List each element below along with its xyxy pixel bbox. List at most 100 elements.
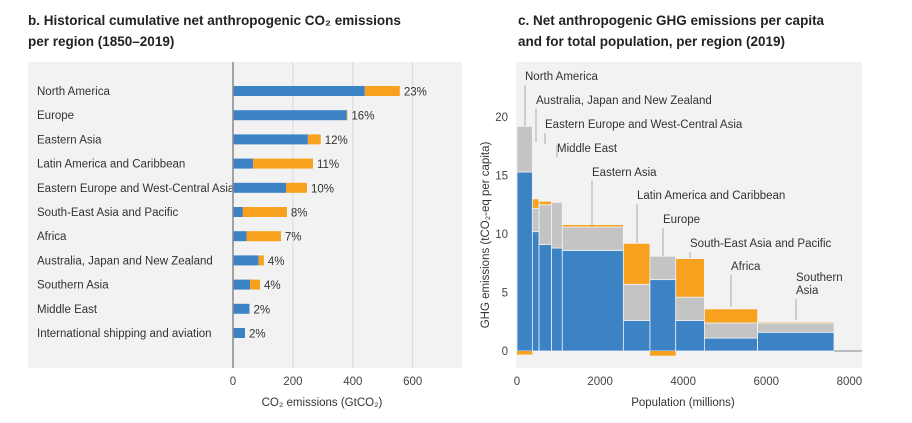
category-label: Eastern Asia — [37, 134, 102, 146]
bar-segment — [531, 198, 540, 209]
bar-segment — [622, 320, 651, 352]
bar-segment — [233, 303, 250, 314]
x-tick-label: 400 — [343, 376, 362, 388]
data-label: 16% — [351, 111, 374, 123]
x-tick-label: 4000 — [670, 376, 696, 388]
bar-segment — [538, 204, 552, 245]
bar-segment — [757, 322, 835, 333]
region-label: Middle East — [557, 143, 618, 155]
bar-segment — [258, 255, 264, 266]
category-label: Australia, Japan and New Zealand — [37, 255, 213, 267]
bar-segment — [531, 231, 540, 352]
category-label: Europe — [37, 110, 74, 122]
region-label: Eastern Europe and West-Central Asia — [545, 119, 743, 131]
bar-segment — [531, 207, 540, 233]
panel-c-title-line1: c. Net anthropogenic GHG emissions per c… — [518, 13, 825, 28]
bar-segment — [233, 279, 251, 290]
panel-c: c. Net anthropogenic GHG emissions per c… — [480, 13, 862, 409]
bar-segment — [233, 255, 259, 266]
region-label: Eastern Asia — [592, 167, 657, 179]
x-tick-label: 2000 — [587, 376, 613, 388]
panel-c-title-line2: and for total population, per region (20… — [518, 34, 785, 49]
data-label: 4% — [268, 256, 285, 268]
bar-segment — [517, 351, 533, 355]
panel-c-x-axis-label: Population (millions) — [631, 397, 735, 409]
y-tick-label: 0 — [502, 346, 508, 358]
category-label: Africa — [37, 231, 67, 243]
y-tick-label: 10 — [495, 229, 508, 241]
category-label: North America — [37, 86, 110, 98]
bar-segment — [538, 244, 552, 352]
category-label: Latin America and Caribbean — [37, 159, 185, 171]
category-label: Eastern Europe and West-Central Asia — [37, 183, 235, 195]
y-tick-label: 15 — [495, 171, 508, 183]
region-label: Australia, Japan and New Zealand — [536, 95, 712, 107]
bar-segment — [346, 110, 348, 121]
bar-segment — [233, 86, 365, 96]
panel-b: b. Historical cumulative net anthropogen… — [28, 13, 462, 409]
data-label: 7% — [285, 232, 302, 244]
bar-segment — [233, 231, 247, 242]
category-label: International shipping and aviation — [37, 328, 212, 340]
bar-segment — [757, 331, 835, 352]
panel-c-y-axis-label: GHG emissions (tCO₂-eq per capita) — [480, 142, 492, 329]
bar-segment — [561, 226, 624, 251]
panel-b-title-line1: b. Historical cumulative net anthropogen… — [28, 13, 401, 28]
bar-segment — [233, 134, 308, 145]
bar-segment — [757, 321, 835, 324]
data-label: 2% — [249, 329, 266, 341]
bar-segment — [233, 158, 254, 169]
bar-segment — [250, 279, 260, 290]
bar-segment — [253, 158, 313, 169]
panel-b-x-axis-label: CO₂ emissions (GtCO₂) — [262, 397, 383, 409]
category-label: Southern Asia — [37, 280, 109, 292]
bar-segment — [246, 231, 281, 242]
bar-segment — [516, 125, 533, 173]
region-label: Southern — [796, 272, 843, 284]
bar-segment — [675, 320, 705, 352]
bar-segment — [649, 255, 677, 281]
x-tick-label: 0 — [514, 376, 520, 388]
data-label: 4% — [264, 280, 281, 292]
x-tick-label: 200 — [283, 376, 302, 388]
bar-segment — [675, 296, 705, 321]
data-label: 23% — [404, 87, 427, 99]
region-label: Europe — [663, 214, 700, 226]
bar-segment — [242, 207, 287, 217]
data-label: 2% — [253, 304, 270, 316]
region-label: Asia — [796, 285, 819, 297]
region-label: North America — [525, 71, 598, 83]
data-label: 10% — [311, 183, 334, 195]
bar-segment — [551, 202, 563, 249]
bar-segment — [703, 308, 758, 324]
bar-segment — [675, 258, 705, 298]
y-tick-label: 20 — [495, 112, 508, 124]
bar-segment — [703, 322, 758, 339]
y-tick-label: 5 — [502, 288, 508, 300]
region-label: Latin America and Caribbean — [637, 190, 785, 202]
bar-segment — [649, 279, 677, 352]
category-label: Middle East — [37, 304, 98, 316]
bar-segment — [561, 249, 624, 352]
panel-b-title-line2: per region (1850–2019) — [28, 34, 174, 49]
category-label: South-East Asia and Pacific — [37, 207, 179, 219]
bar-segment — [233, 207, 243, 217]
bar-segment — [233, 328, 245, 338]
region-label: Africa — [731, 261, 761, 273]
data-label: 11% — [317, 159, 339, 171]
bar-segment — [551, 247, 563, 352]
data-label: 12% — [325, 135, 348, 147]
data-label: 8% — [291, 208, 308, 220]
region-label: South-East Asia and Pacific — [690, 238, 832, 250]
bar-segment — [622, 283, 651, 321]
x-tick-label: 0 — [230, 376, 236, 388]
bar-segment — [649, 351, 676, 356]
bar-segment — [233, 110, 347, 121]
bar-segment — [233, 182, 287, 193]
bar-segment — [516, 171, 533, 352]
bar-segment — [703, 337, 758, 352]
x-tick-label: 600 — [403, 376, 422, 388]
bar-segment — [561, 224, 624, 228]
bar-segment — [364, 86, 400, 96]
